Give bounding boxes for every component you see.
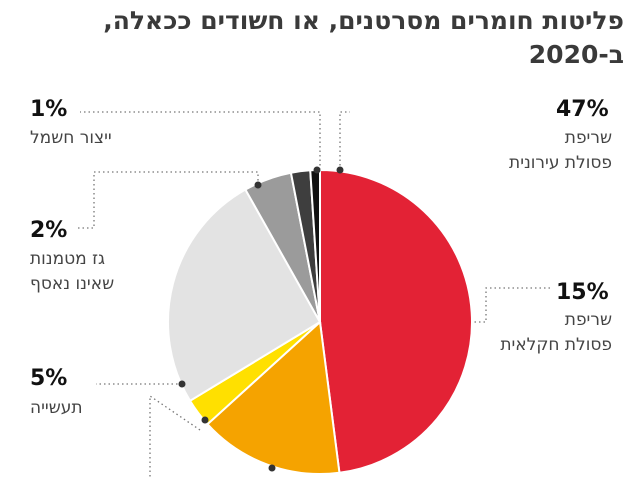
label-desc-landfill-gas-line-1: גז מטמנות <box>30 249 106 269</box>
label-desc-municipal-line-2: פסולת עירונית <box>509 153 612 173</box>
label-desc-agricultural-line-1: שריפת <box>564 310 612 330</box>
label-pct-electricity: 1% <box>30 97 68 122</box>
chart-title-line-1: פליטות חומרים מסרטנים, או חשודים ככאלה, <box>103 6 624 35</box>
chart-title: פליטות חומרים מסרטנים, או חשודים ככאלה, … <box>24 4 624 72</box>
label-desc-electricity: ייצור חשמל <box>30 126 112 151</box>
leader-dot <box>268 464 276 472</box>
label-desc-industry: תעשייה <box>30 396 83 421</box>
leader-lines <box>78 111 550 478</box>
label-desc-agricultural: שריפת פסולת חקלאית <box>500 308 612 358</box>
label-pct-landfill-gas: 2% <box>30 218 68 243</box>
leader-line <box>149 394 201 478</box>
leader-dot <box>254 181 262 189</box>
leader-line <box>78 171 259 229</box>
chart-title-line-2: ב-2020 <box>528 40 624 69</box>
label-desc-municipal-line-1: שריפת <box>564 128 612 148</box>
label-desc-industry-line-1: תעשייה <box>30 398 83 418</box>
label-pct-agricultural: 15% <box>556 280 609 305</box>
label-desc-landfill-gas-line-2: שאינו נאסף <box>30 274 115 294</box>
label-desc-municipal: שריפת פסולת עירונית <box>509 126 612 176</box>
leader-dots <box>178 166 344 472</box>
leader-line <box>470 287 550 323</box>
label-desc-agricultural-line-2: פסולת חקלאית <box>500 335 612 355</box>
label-desc-landfill-gas: גז מטמנות שאינו נאסף <box>30 247 114 297</box>
label-pct-industry: 5% <box>30 366 68 391</box>
label-desc-electricity-line-1: ייצור חשמל <box>30 128 112 148</box>
leader-line <box>339 111 350 170</box>
leader-dot <box>336 166 344 174</box>
leader-line <box>80 111 321 170</box>
pie-slices <box>167 168 473 475</box>
leader-dot <box>201 416 209 424</box>
leader-dot <box>178 380 186 388</box>
pie-slice-municipal-waste <box>319 168 473 474</box>
label-pct-municipal: 47% <box>556 97 609 122</box>
leader-dot <box>313 166 321 174</box>
pie-slice-agricultural-waste <box>206 319 341 475</box>
pie-slice-light-gray <box>167 188 322 403</box>
